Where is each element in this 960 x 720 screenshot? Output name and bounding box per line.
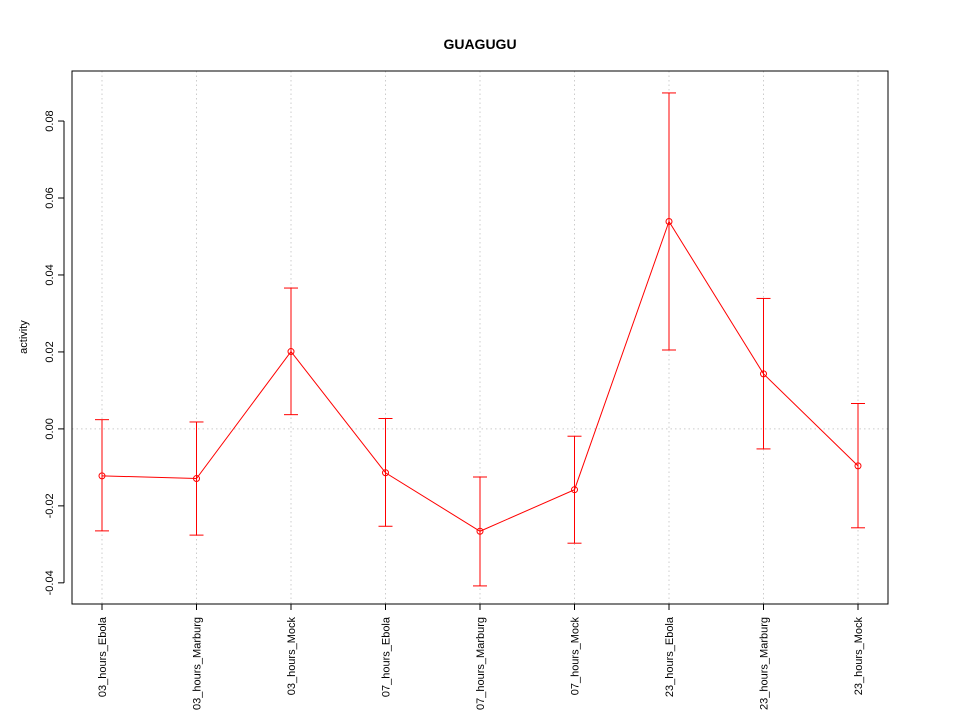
y-tick-label: 0.04 — [44, 264, 56, 285]
chart-title: GUAGUGU — [443, 36, 516, 52]
data-point — [665, 217, 673, 225]
data-point — [98, 472, 106, 480]
y-tick-label: 0.00 — [44, 418, 56, 439]
y-tick-label: 0.08 — [44, 110, 56, 131]
data-layer — [95, 92, 865, 587]
data-point — [287, 348, 295, 356]
axis-layer: -0.04 -0.02 0.00 0.02 0.04 0.06 0.08 03_hours_E… — [44, 110, 865, 710]
data-point — [571, 486, 578, 494]
x-tick-label: 23_hours_Mock — [853, 617, 865, 696]
x-tick-label: 03_hours_Ebola — [97, 616, 109, 697]
data-point — [382, 469, 389, 477]
y-tick-label: 0.02 — [44, 341, 56, 362]
y-tick-label: -0.02 — [44, 493, 56, 518]
x-tick-label: 07_hours_Marburg — [475, 617, 487, 710]
data-point — [193, 475, 200, 483]
x-tick-label: 07_hours_Ebola — [381, 616, 393, 697]
data-point — [760, 370, 767, 378]
x-tick-label: 07_hours_Mock — [570, 617, 582, 696]
data-point — [476, 527, 484, 535]
x-tick-label: 23_hours_Marburg — [759, 617, 771, 710]
x-tick-label: 03_hours_Marburg — [192, 617, 204, 710]
x-tick-label: 23_hours_Ebola — [664, 616, 676, 697]
y-tick-label: 0.06 — [44, 187, 56, 208]
x-tick-label: 03_hours_Mock — [286, 617, 298, 696]
y-axis-label: activity — [18, 320, 30, 354]
y-tick-label: -0.04 — [44, 570, 56, 595]
data-point — [854, 462, 862, 470]
